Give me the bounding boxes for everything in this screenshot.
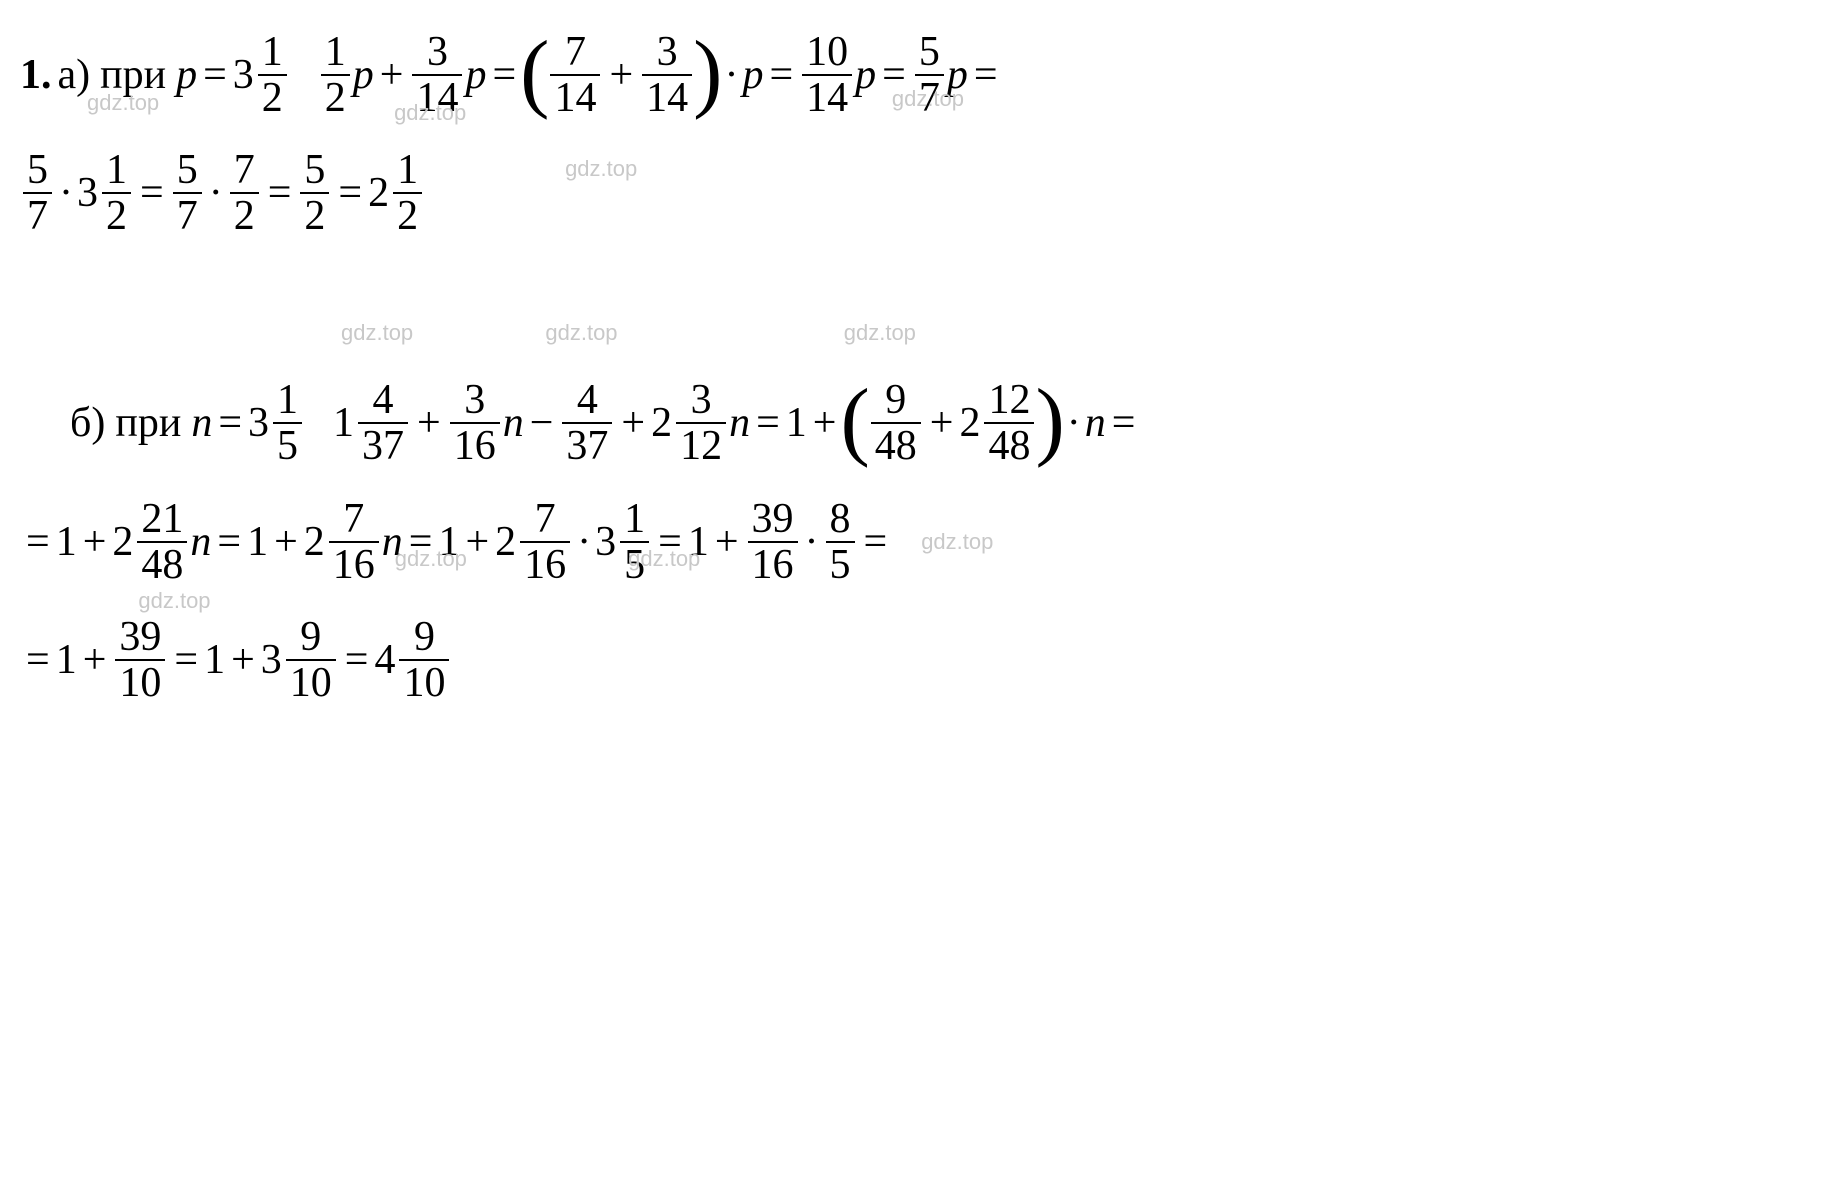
problem-b-line-3: = 1 + 39 10 = gdz.top 1 + 3 9 10 = 4 9 1… xyxy=(20,615,1825,705)
problem-a-line-1: 1. а) при p = 3 1 2 1 2 p + 3 14 p = ( 7… xyxy=(20,30,1825,120)
watermark: gdz.top xyxy=(545,320,617,346)
watermark: gdz.top xyxy=(892,86,964,112)
problem-number: 1. xyxy=(20,51,52,99)
problem-a-line-2: 5 7 · 3 1 2 gdz.top = 5 7 · 7 2 = 5 2 = … xyxy=(20,148,1825,238)
watermark: gdz.top xyxy=(138,588,210,614)
watermark: gdz.top xyxy=(565,156,637,182)
variable-n: n xyxy=(191,399,212,447)
problem-letter-b: б) xyxy=(70,399,105,447)
problem-b-line-1: б) при n = 3 1 5 1 4 37 gdz.top + 3 16 n… xyxy=(20,378,1825,468)
watermark: gdz.top xyxy=(87,90,159,116)
variable-p: p xyxy=(176,51,197,99)
frac-1-2: 1 2 xyxy=(321,30,350,120)
watermark: gdz.top xyxy=(341,320,413,346)
watermark: gdz.top xyxy=(394,100,466,126)
equals-sign: = xyxy=(203,51,227,99)
given-value-a: 3 1 2 xyxy=(233,30,290,120)
answer-a: 2 1 2 gdz.top xyxy=(368,148,425,238)
watermark: gdz.top xyxy=(844,320,916,346)
watermark: gdz.top xyxy=(921,529,993,555)
given-value-b: 3 1 5 xyxy=(248,378,305,468)
condition-prefix-b: при xyxy=(115,399,181,447)
watermark: gdz.top xyxy=(628,546,700,572)
watermark: gdz.top xyxy=(395,546,467,572)
answer-b: 4 9 10 xyxy=(374,615,452,705)
problem-letter-a: а) xyxy=(58,51,91,99)
problem-b-line-2: = 1 + 2 21 48 n = 1 + 2 7 16 n = gdz.top… xyxy=(20,497,1825,587)
